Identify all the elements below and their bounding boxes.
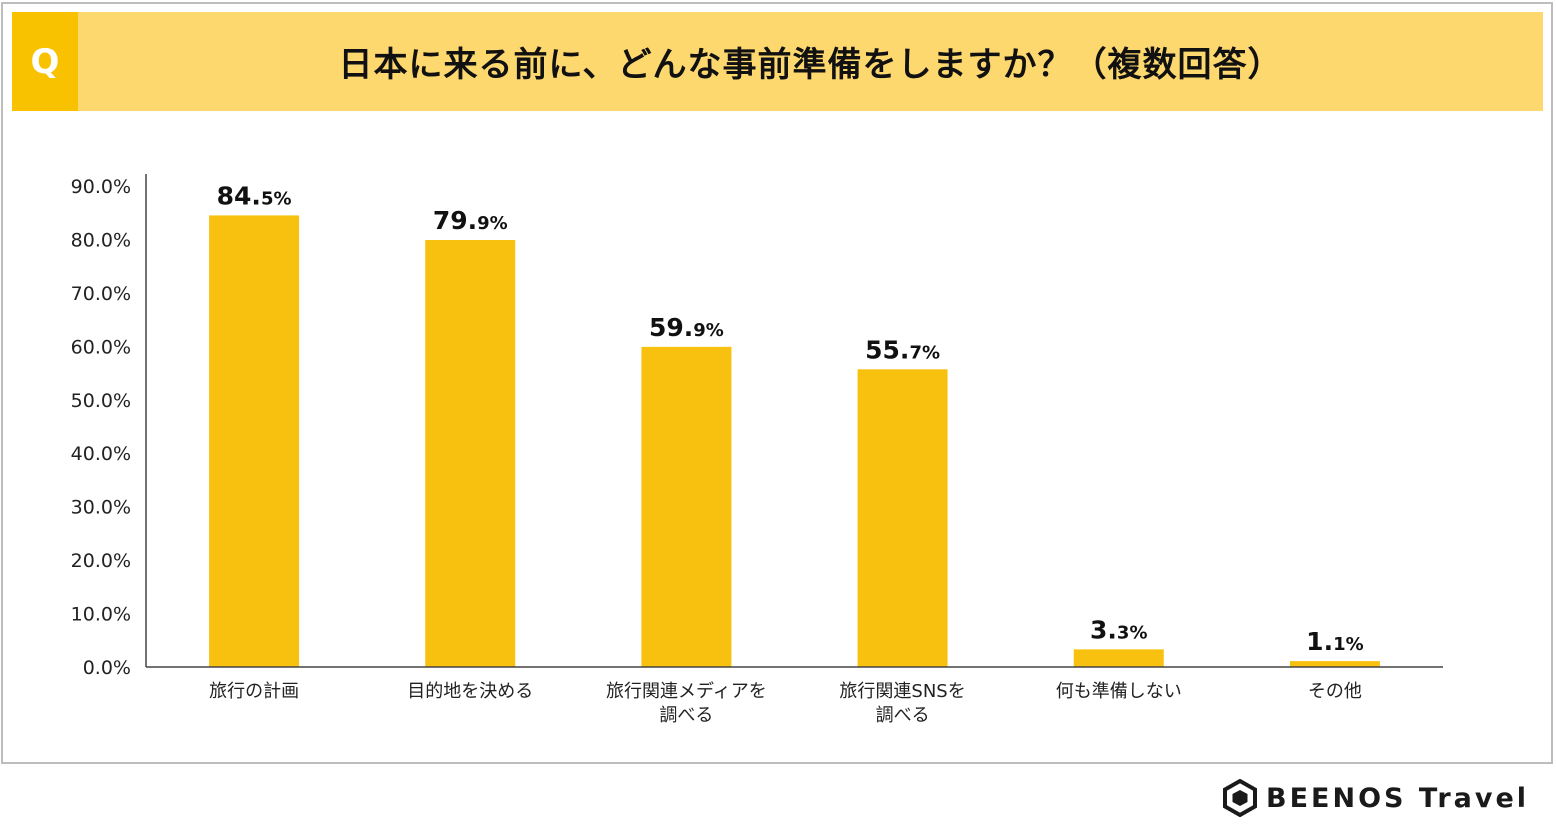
logo-text: BEENOS Travel <box>1266 782 1530 814</box>
category-label: その他 <box>1308 681 1362 702</box>
q-badge: Q <box>12 12 78 111</box>
category-labels: 旅行の計画 目的地を決める 旅行関連メディアを調べる 旅行関連SNSを調べる 何も準備し… <box>209 681 1362 726</box>
bars <box>209 215 1380 667</box>
bar-chart: 0.0% 10.0% 20.0% 30.0% 40.0% 50.0% 60.0% 70.0% 8… <box>71 174 1443 726</box>
y-tick-label: 0.0% <box>83 657 131 679</box>
y-tick-label: 20.0% <box>71 550 131 572</box>
y-tick-label: 10.0% <box>71 604 131 626</box>
data-label: 59.9% <box>649 313 724 342</box>
bar <box>1289 661 1380 667</box>
data-label: 84.5% <box>217 181 292 210</box>
data-label: 3.3% <box>1090 615 1147 644</box>
y-tick-label: 40.0% <box>71 443 131 465</box>
data-label: 55.7% <box>865 335 940 364</box>
data-label: 1.1% <box>1306 627 1363 656</box>
bar <box>641 346 732 667</box>
value-labels: 84.5% 79.9% 59.9% 55.7% 3.3% 1.1% <box>217 181 1364 656</box>
y-axis-ticks: 0.0% 10.0% 20.0% 30.0% 40.0% 50.0% 60.0% 70.0% 8… <box>71 176 131 679</box>
chart-title: 日本に来る前に、どんな事前準備をしますか？（複数回答） <box>338 45 1283 85</box>
hexagon-logo-icon <box>1223 779 1257 817</box>
y-tick-label: 80.0% <box>71 229 131 251</box>
y-tick-label: 30.0% <box>71 497 131 519</box>
category-label: 旅行関連SNSを調べる <box>839 681 965 726</box>
data-label: 79.9% <box>433 206 508 235</box>
category-label: 旅行の計画 <box>209 681 299 702</box>
category-label: 旅行関連メディアを調べる <box>606 681 767 726</box>
y-tick-label: 90.0% <box>71 176 131 198</box>
y-tick-label: 60.0% <box>71 336 131 358</box>
bar <box>857 369 948 667</box>
bar <box>209 215 300 667</box>
bar <box>1073 649 1164 667</box>
y-tick-label: 70.0% <box>71 283 131 305</box>
bar <box>425 239 516 667</box>
category-label: 何も準備しない <box>1056 681 1182 702</box>
category-label: 目的地を決める <box>407 681 533 702</box>
y-tick-label: 50.0% <box>71 390 131 412</box>
question-header: Q 日本に来る前に、どんな事前準備をしますか？（複数回答） <box>12 12 1543 111</box>
brand-logo: BEENOS Travel <box>1222 778 1529 818</box>
